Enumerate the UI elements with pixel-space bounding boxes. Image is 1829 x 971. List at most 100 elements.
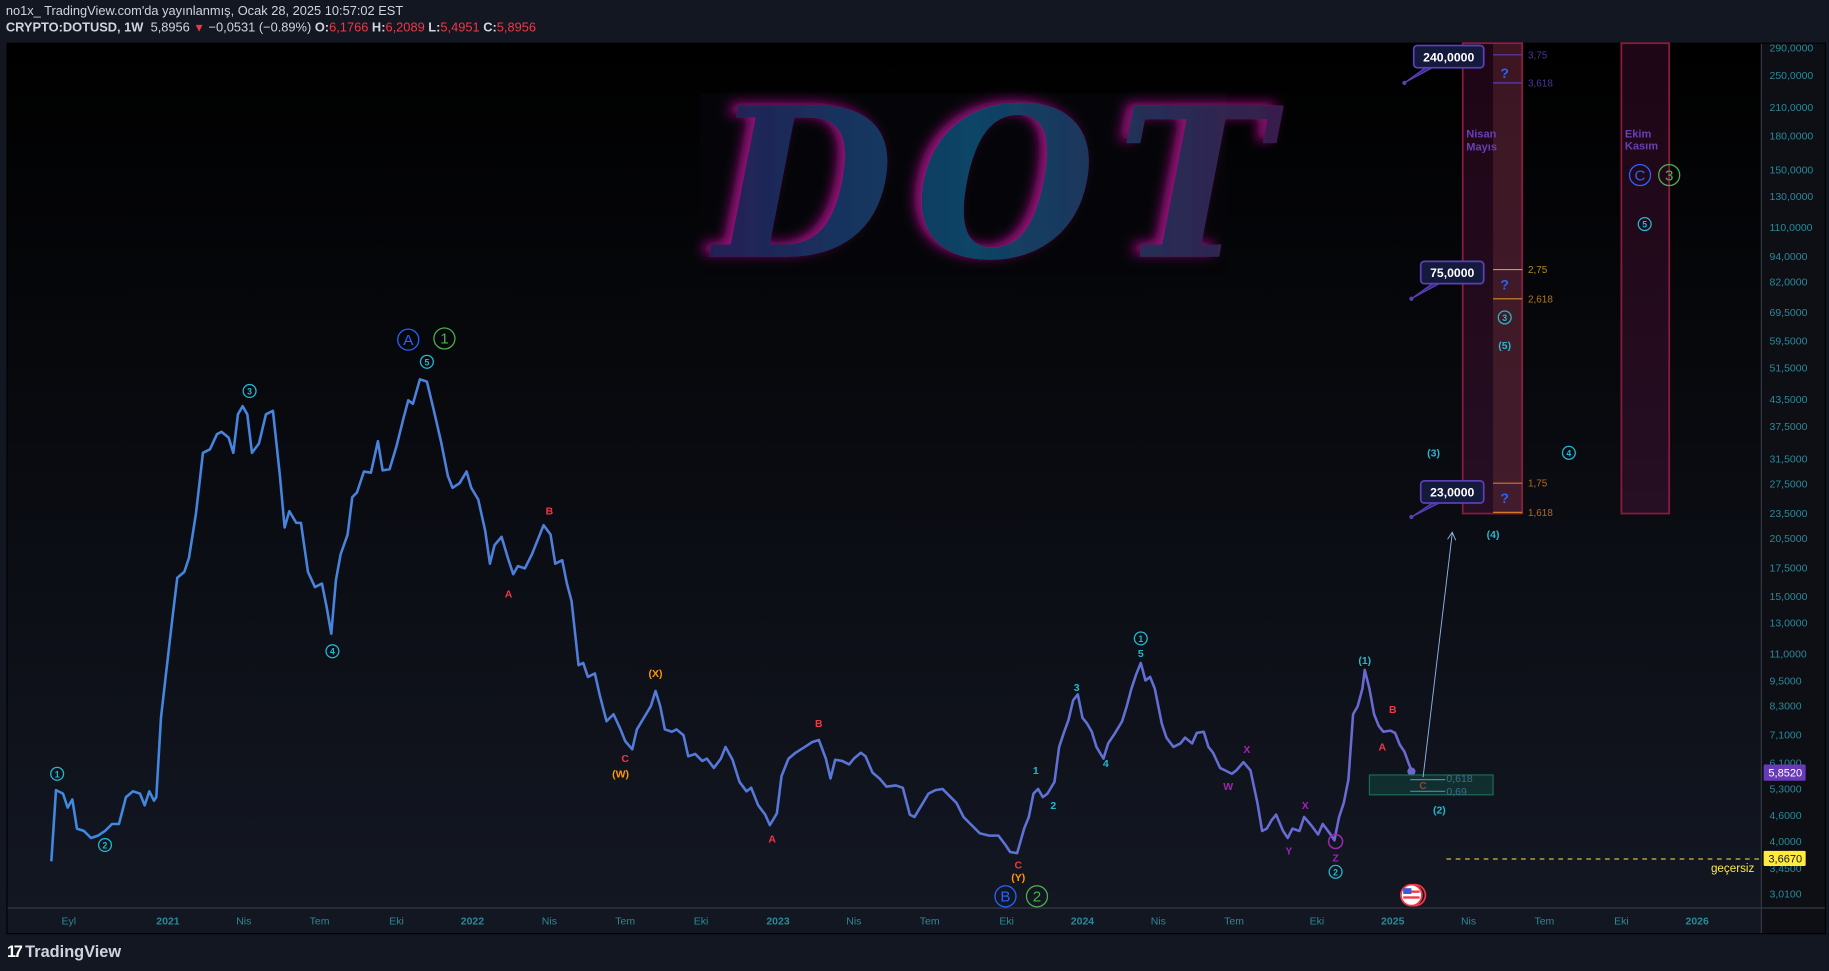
question-mark-2: ? [1500, 276, 1509, 292]
time-window-2-line1: Ekim [1625, 129, 1652, 141]
wave-label[interactable]: 2 [1328, 864, 1343, 879]
us-flag-event-icon[interactable] [1400, 883, 1427, 907]
time-tick-label: Tem [615, 915, 635, 927]
open-label: O: [314, 21, 330, 36]
wave-label-text: (2) [1433, 804, 1446, 816]
wave-label-text: (Y) [1011, 872, 1025, 884]
wave-label-circle [1658, 163, 1681, 187]
price-tick-label: 8,3000 [1770, 701, 1802, 713]
wave-label[interactable]: 1 [1033, 765, 1039, 777]
time-tick-label: Nis [1461, 915, 1476, 927]
wave-label[interactable]: 1 [433, 327, 456, 350]
price-tick-label: 9,5000 [1770, 676, 1802, 688]
time-tick-label: Nis [236, 915, 251, 927]
wave-label[interactable]: 1 [1133, 631, 1148, 646]
wave-label-text: B [815, 718, 823, 730]
wave-label[interactable]: A [768, 834, 776, 846]
time-tick-label: Eki [389, 915, 404, 927]
symbol[interactable]: CRYPTO:DOTUSD, 1W [5, 21, 144, 36]
wave-label-circle [397, 328, 420, 351]
target-callout-23[interactable]: 23,0000 [1409, 479, 1485, 520]
question-mark-3: ? [1500, 490, 1509, 506]
wave-label[interactable]: 4 [1561, 445, 1576, 460]
target-callout-240[interactable]: 240,0000 [1402, 44, 1485, 85]
wave-label[interactable]: 2 [1025, 885, 1049, 908]
high-label: H: [371, 21, 386, 36]
logo-backdrop [699, 93, 1228, 276]
wave-label[interactable]: 2 [97, 837, 113, 853]
wave-label[interactable]: 3 [1497, 310, 1512, 325]
time-tick-label: Tem [1224, 915, 1244, 927]
wave-label[interactable]: 5 [1138, 648, 1144, 660]
time-tick-label: Nis [1151, 915, 1166, 927]
wave-label[interactable]: Y [1285, 845, 1292, 857]
wave-label-text: (W) [612, 768, 629, 780]
wave-label[interactable]: (4) [1487, 529, 1500, 541]
wave-label[interactable]: A [397, 328, 420, 351]
wave-label[interactable]: 5 [1637, 217, 1652, 232]
wave-label[interactable]: C [1015, 859, 1023, 871]
wave-label-text: C [1419, 780, 1427, 792]
wave-label[interactable]: 3 [242, 383, 257, 399]
invalidation-label: geçersiz [1711, 862, 1755, 875]
wave-label[interactable]: X [1243, 744, 1250, 756]
wave-label[interactable]: 5 [419, 354, 434, 369]
price-line[interactable] [50, 378, 1413, 862]
wave-label-circle [1628, 163, 1652, 187]
fib-level-label: 2,75 [1528, 265, 1548, 276]
wave-label[interactable]: 1 [50, 766, 65, 781]
projection-arrow[interactable] [1422, 533, 1453, 778]
price-axis-pane[interactable] [1761, 43, 1826, 934]
wave-label[interactable]: (5) [1498, 340, 1511, 352]
price-tick-label: 290,0000 [1770, 42, 1814, 54]
close-label: C: [483, 21, 497, 36]
retracement-zone[interactable] [1368, 774, 1494, 796]
wave-label-circle [1328, 864, 1343, 879]
fib-extension-zone[interactable] [1493, 43, 1523, 514]
price-tick-label: 31,5000 [1770, 454, 1808, 466]
wave-label[interactable]: (W) [612, 768, 629, 780]
wave-label[interactable]: B [994, 885, 1017, 908]
wave-label-text: 1 [440, 331, 448, 348]
price-tick-label: 5,3000 [1770, 784, 1802, 796]
time-tick-label: Tem [1534, 915, 1554, 927]
wave-label[interactable]: X [1302, 800, 1309, 812]
wave-label[interactable]: 2 [1050, 800, 1056, 812]
wave-label[interactable]: 3 [1074, 682, 1080, 694]
price-tick-label: 51,5000 [1770, 362, 1808, 374]
wave-label[interactable]: Z [1332, 852, 1339, 864]
time-window-box-ekim-kasim[interactable] [1620, 42, 1671, 515]
wave-label[interactable]: B [1389, 704, 1397, 716]
wave-label[interactable]: (2) [1433, 804, 1446, 816]
wave-label-text: A [403, 332, 414, 349]
wave-label-circle [325, 644, 340, 659]
current-price-text: 5,8520 [1768, 768, 1802, 780]
wave-label[interactable]: A [1378, 741, 1386, 753]
wave-label-text: 2 [103, 840, 108, 850]
invalidation-price-text: 3,6670 [1768, 853, 1802, 865]
wave-label[interactable]: C [621, 753, 629, 765]
wave-label[interactable]: 3 [1658, 163, 1681, 187]
wave-label[interactable]: A [505, 589, 513, 601]
wave-label[interactable]: (3) [1427, 447, 1440, 459]
time-tick-label: Tem [920, 915, 940, 927]
wave-label[interactable]: 4 [1103, 758, 1109, 770]
wave-label-text: 5 [1642, 220, 1647, 230]
target-label-75: 75,0000 [1430, 266, 1474, 280]
wave-label[interactable]: W [1223, 781, 1233, 793]
wave-label[interactable]: (X) [649, 668, 663, 680]
target-callout-75[interactable]: 75,0000 [1409, 260, 1485, 301]
wave-label[interactable]: B [815, 718, 823, 730]
wave-label[interactable]: 4 [325, 644, 340, 659]
wave-label[interactable]: (1) [1358, 655, 1371, 667]
wave-label-circle [50, 766, 65, 781]
wave-label-text: 1 [1138, 634, 1143, 644]
wave-label[interactable]: C [1628, 163, 1652, 187]
wave-label-text: 1 [55, 769, 60, 779]
fib-level-label: 2,618 [1528, 294, 1553, 305]
wave-label[interactable]: (Y) [1011, 872, 1025, 884]
wave-label[interactable]: C [1419, 780, 1427, 792]
wave-label[interactable]: B [546, 506, 554, 518]
price-tick-label: 23,5000 [1770, 508, 1808, 520]
